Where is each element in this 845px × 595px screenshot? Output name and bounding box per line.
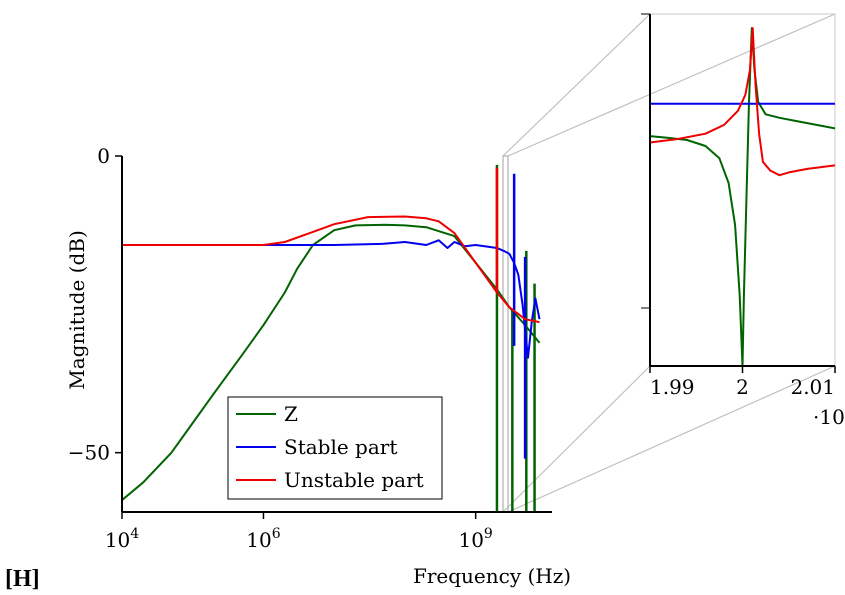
float-placement-marker: [H] <box>5 566 40 590</box>
inset-x-tick-label-2: 2 <box>736 375 749 399</box>
inset-x-tick-label-3: 2.01 <box>790 375 835 399</box>
inset-x-tick-label-1: 1.99 <box>650 375 695 399</box>
inset-plot: 1.99 2 2.01 ·109 <box>641 13 845 429</box>
x-tick-label-2: 106 <box>246 526 280 552</box>
legend-label-stable: Stable part <box>284 435 397 459</box>
main-plot: 104 106 109 0 −50 Frequency (Hz) Magnitude (… <box>65 144 571 588</box>
legend-label-z: Z <box>284 402 298 426</box>
inset-series-line-unstable <box>650 27 835 177</box>
zoom-connectors <box>502 13 836 513</box>
zoom-region-box <box>502 155 509 513</box>
main-axis-ticks: 104 106 109 0 −50 <box>68 144 493 552</box>
inset-x-multiplier: ·109 <box>813 403 845 429</box>
y-tick-label-1: 0 <box>97 144 110 168</box>
zoom-connector-top-left <box>502 13 651 157</box>
x-tick-label-3: 109 <box>458 526 492 552</box>
series-line-unstable <box>122 215 540 324</box>
x-tick-label-1: 104 <box>105 526 139 552</box>
legend: Z Stable part Unstable part <box>227 396 443 500</box>
y-tick-label-2: −50 <box>68 441 110 465</box>
inset-plot-curves <box>650 27 835 366</box>
main-y-axis-title: Magnitude (dB) <box>65 230 89 390</box>
series-line-stable <box>122 239 541 359</box>
main-x-axis-title: Frequency (Hz) <box>413 564 571 588</box>
inset-frame <box>649 13 836 367</box>
zoom-connector-top-right <box>507 13 836 157</box>
main-plot-curves <box>122 164 541 512</box>
inset-series-line-z <box>650 27 835 366</box>
series-line-z <box>122 223 541 501</box>
legend-label-unstable: Unstable part <box>284 468 424 492</box>
zoom-connector-bottom-right <box>507 365 836 513</box>
inset-axis-ticks: 1.99 2 2.01 <box>649 366 836 399</box>
